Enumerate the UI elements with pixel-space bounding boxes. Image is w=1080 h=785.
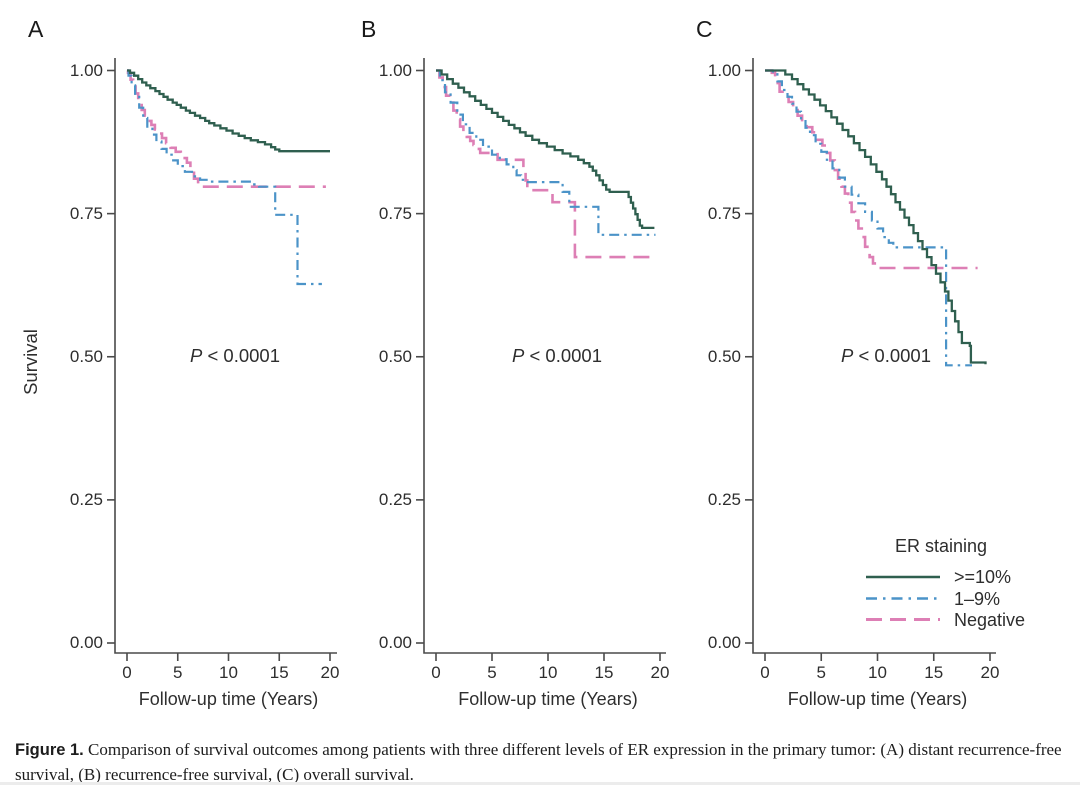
- ytick-label-B-0.75: 0.75: [378, 203, 412, 223]
- figure-caption: Figure 1. Comparison of survival outcome…: [15, 738, 1065, 785]
- p-value-B: P < 0.0001: [512, 345, 602, 367]
- page-bottom-edge: [0, 782, 1080, 785]
- p-value-symbol: P: [511, 345, 525, 366]
- ytick-label-C-0.25: 0.25: [707, 489, 741, 509]
- xtick-label-C-15: 15: [924, 663, 944, 682]
- p-value-number: < 0.0001: [524, 345, 603, 366]
- axes-panel-B: [423, 58, 666, 654]
- ytick-label-A-1.00: 1.00: [69, 60, 103, 80]
- p-value-number: < 0.0001: [853, 345, 932, 366]
- ytick-label-C-0.50: 0.50: [707, 346, 741, 366]
- x-axis-title-A: Follow-up time (Years): [138, 689, 319, 709]
- ytick-label-A-0.25: 0.25: [69, 489, 103, 509]
- y-axis-title: Survival: [20, 329, 41, 395]
- xtick-label-B-5: 5: [487, 663, 497, 682]
- xtick-label-B-0: 0: [431, 663, 441, 682]
- xtick-label-A-10: 10: [219, 663, 238, 682]
- xtick-label-C-5: 5: [816, 663, 826, 682]
- figure-caption-label: Figure 1.: [15, 741, 84, 759]
- p-value-A: P < 0.0001: [190, 345, 280, 367]
- axes-panel-C: [752, 58, 996, 654]
- ytick-label-C-0.75: 0.75: [707, 203, 741, 223]
- legend-label-1-9: 1–9%: [954, 589, 1001, 609]
- ytick-label-B-1.00: 1.00: [378, 60, 412, 80]
- ytick-label-A-0.75: 0.75: [69, 203, 103, 223]
- x-axis-title-B: Follow-up time (Years): [458, 689, 638, 709]
- ytick-label-B-0.00: 0.00: [378, 633, 412, 652]
- ytick-label-B-0.25: 0.25: [378, 489, 412, 509]
- km-curve-1-9-panel-A: [127, 69, 322, 286]
- xtick-label-B-15: 15: [594, 663, 614, 682]
- km-curve-negative-panel-C: [765, 69, 978, 270]
- p-value-C: P < 0.0001: [841, 345, 931, 367]
- xtick-label-A-5: 5: [173, 663, 183, 682]
- p-value-number: < 0.0001: [202, 345, 281, 366]
- panel-letter-A: A: [28, 16, 44, 42]
- panel-letter-B: B: [361, 16, 377, 42]
- axes-panel-A: [114, 58, 337, 654]
- ytick-label-A-0.50: 0.50: [69, 346, 103, 366]
- xtick-label-A-0: 0: [122, 663, 132, 682]
- p-value-symbol: P: [840, 345, 854, 366]
- km-curve-ge10-panel-C: [765, 69, 987, 365]
- ytick-label-A-0.00: 0.00: [69, 633, 103, 652]
- xtick-label-C-0: 0: [760, 663, 770, 682]
- km-curve-ge10-panel-B: [436, 69, 655, 230]
- legend-label-negative: Negative: [954, 610, 1026, 630]
- legend-title: ER staining: [894, 536, 988, 556]
- xtick-label-C-20: 20: [980, 663, 1000, 682]
- xtick-label-B-20: 20: [650, 663, 670, 682]
- ytick-label-C-0.00: 0.00: [707, 633, 741, 652]
- p-value-symbol: P: [189, 345, 203, 366]
- xtick-label-A-15: 15: [269, 663, 289, 682]
- km-curve-ge10-panel-A: [127, 69, 330, 153]
- panel-letter-C: C: [696, 16, 713, 42]
- figure-caption-body: Comparison of survival outcomes among pa…: [15, 740, 1062, 784]
- xtick-label-C-10: 10: [868, 663, 887, 682]
- xtick-label-A-20: 20: [320, 663, 340, 682]
- km-curve-negative-panel-B: [436, 69, 653, 259]
- x-axis-title-C: Follow-up time (Years): [787, 689, 968, 709]
- ytick-label-C-1.00: 1.00: [707, 60, 741, 80]
- legend-label-ge10: >=10%: [954, 567, 1012, 587]
- km-curve-1-9-panel-C: [765, 69, 972, 367]
- xtick-label-B-10: 10: [538, 663, 558, 682]
- km-curve-1-9-panel-B: [436, 69, 656, 236]
- ytick-label-B-0.50: 0.50: [378, 346, 412, 366]
